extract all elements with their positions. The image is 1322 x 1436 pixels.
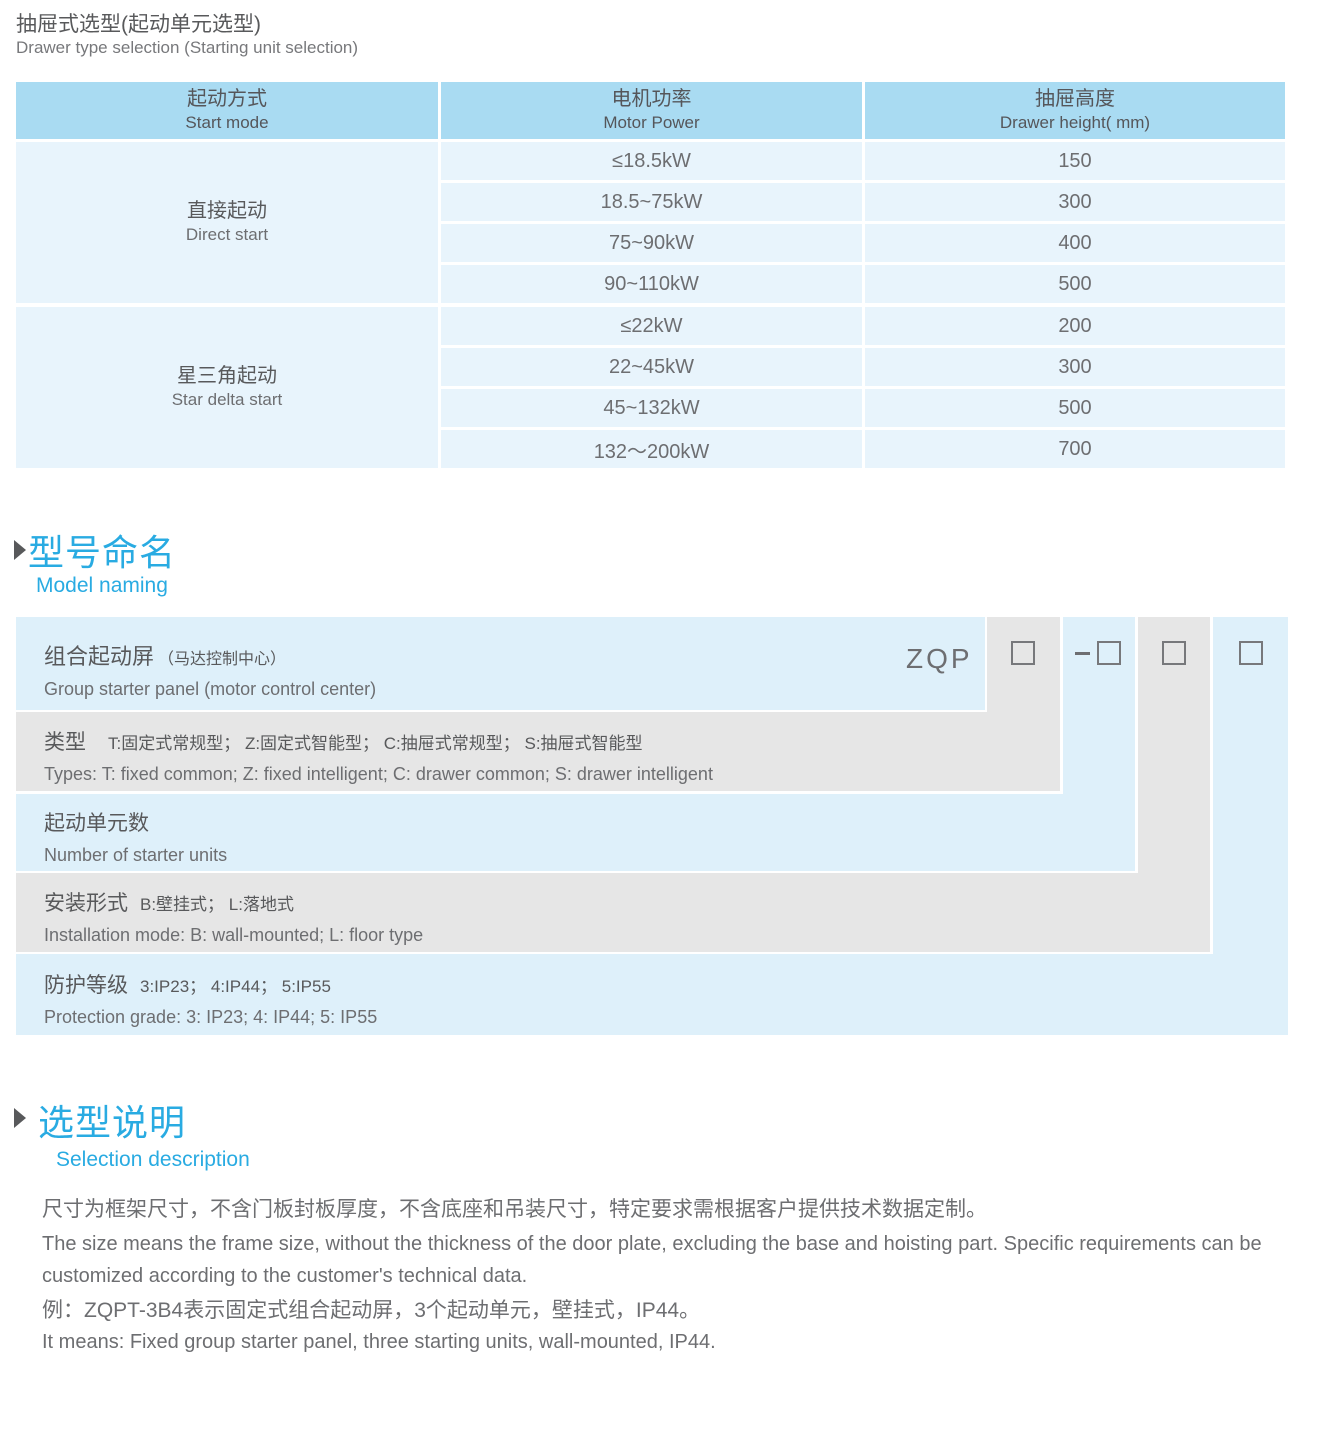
header-label-en: Start mode	[185, 113, 269, 133]
label-cn: 起动单元数	[44, 812, 149, 835]
table-header-row: 起动方式 Start mode 电机功率 Motor Power 抽屉高度 Dr…	[16, 82, 1285, 139]
table-cell-height: 400	[865, 224, 1285, 262]
label-cn: 防护等级	[44, 974, 128, 997]
table-header-start-mode: 起动方式 Start mode	[16, 82, 438, 139]
section-arrow-icon	[14, 1108, 26, 1128]
start-mode-cn: 星三角起动	[177, 365, 277, 388]
header-label-cn: 电机功率	[611, 88, 692, 111]
table-cell-power: ≤18.5kW	[441, 142, 862, 180]
table-cell-height: 300	[865, 183, 1285, 221]
table-header-drawer-height: 抽屉高度 Drawer height( mm)	[865, 82, 1285, 139]
table-cell-power: 22~45kW	[441, 348, 862, 386]
description-para2-en: It means: Fixed group starter panel, thr…	[42, 1331, 716, 1353]
table-cell-height: 150	[865, 142, 1285, 180]
merged-cell-start-mode: 直接起动 Direct start	[16, 142, 438, 303]
label-en: Types: T: fixed common; Z: fixed intelli…	[44, 764, 713, 784]
header-label-en: Drawer height( mm)	[999, 113, 1151, 133]
label-cn: 组合起动屏	[44, 644, 155, 669]
page-title-cn: 抽屉式选型(起动单元选型)	[16, 13, 261, 36]
section-heading-selection-en: Selection description	[56, 1148, 250, 1171]
label-en: Protection grade: 3: IP23; 4: IP44; 5: I…	[44, 1007, 378, 1027]
start-mode-en: Direct start	[185, 225, 269, 245]
diagram-row-units	[16, 794, 1135, 871]
label-cn-sub: B:壁挂式； L:落地式	[140, 895, 294, 914]
table-group-star-delta: 星三角起动 Star delta start ≤22kW 200 22~45kW…	[16, 307, 1285, 468]
selection-description: 尺寸为框架尺寸，不含门板封板厚度，不含底座和吊装尺寸，特定要求需根据客户提供技术…	[42, 1194, 1294, 1358]
label-cn: 类型	[44, 731, 86, 754]
model-code-box-type	[1011, 641, 1035, 665]
model-code-box-protection	[1239, 641, 1263, 665]
header-label-cn: 抽屉高度	[1035, 88, 1115, 111]
merged-cell-start-mode: 星三角起动 Star delta start	[16, 307, 438, 468]
table-cell-power: 75~90kW	[441, 224, 862, 262]
diagram-row-group-starter	[16, 617, 985, 710]
label-cn-sub: （马达控制中心）	[158, 651, 287, 668]
section-heading-model-naming-en: Model naming	[36, 574, 168, 597]
header-label-en: Motor Power	[603, 113, 700, 133]
description-para1-cn: 尺寸为框架尺寸，不含门板封板厚度，不含底座和吊装尺寸，特定要求需根据客户提供技术…	[42, 1198, 987, 1221]
diagram-row-protection	[16, 954, 1288, 1035]
label-en: Installation mode: B: wall-mounted; L: f…	[44, 925, 424, 945]
table-cell-power: 132～200kW	[441, 430, 862, 468]
table-cell-height: 700	[865, 430, 1285, 468]
table-cell-height: 500	[865, 265, 1285, 303]
dash-icon	[1075, 652, 1090, 655]
table-cell-height: 300	[865, 348, 1285, 386]
section-arrow-icon	[14, 540, 26, 560]
table-group-direct-start: 直接起动 Direct start ≤18.5kW 150 18.5~75kW …	[16, 142, 1285, 303]
diagram-row-type	[16, 712, 1060, 791]
section-heading-model-naming-cn: 型号命名	[28, 532, 177, 573]
model-code-box-installation	[1162, 641, 1186, 665]
description-para1-en: The size means the frame size, without t…	[42, 1233, 1262, 1287]
label-cn: 安装形式	[44, 892, 128, 915]
table-cell-power: 45~132kW	[441, 389, 862, 427]
start-mode-cn: 直接起动	[187, 200, 267, 223]
header-label-cn: 起动方式	[187, 88, 267, 111]
table-cell-power: 18.5~75kW	[441, 183, 862, 221]
diagram-label-units: 起动单元数 Number of starter units	[44, 807, 227, 866]
table-cell-power: ≤22kW	[441, 307, 862, 345]
diagram-row-installation	[16, 873, 1210, 952]
model-code-prefix: ZQP	[906, 643, 973, 674]
table-cell-height: 200	[865, 307, 1285, 345]
label-en: Number of starter units	[44, 845, 228, 865]
diagram-label-installation: 安装形式 B:壁挂式； L:落地式 Installation mode: B: w…	[44, 887, 423, 946]
start-mode-en: Star delta start	[171, 390, 283, 410]
label-en: Group starter panel (motor control cente…	[44, 679, 377, 699]
table-header-motor-power: 电机功率 Motor Power	[441, 82, 862, 139]
diagram-label-group-starter: 组合起动屏 （马达控制中心） Group starter panel (motor…	[44, 639, 376, 700]
diagram-label-type: 类型 T:固定式常规型； Z:固定式智能型； C:抽屉式常规型； S:抽屉式智能型…	[44, 726, 713, 785]
page-title-en: Drawer type selection (Starting unit sel…	[16, 38, 359, 57]
label-cn-sub: T:固定式常规型； Z:固定式智能型； C:抽屉式常规型； S:抽屉式智能型	[108, 734, 643, 753]
table-cell-power: 90~110kW	[441, 265, 862, 303]
model-naming-diagram: ZQP 组合起动屏 （马达控制中心） Group starter panel (m…	[0, 617, 1322, 1035]
section-heading-selection-cn: 选型说明	[38, 1102, 187, 1143]
drawer-selection-table: 起动方式 Start mode 电机功率 Motor Power 抽屉高度 Dr…	[16, 82, 1285, 468]
model-code-box-units	[1097, 641, 1121, 665]
description-para2-cn: 例：ZQPT-3B4表示固定式组合起动屏，3个起动单元，壁挂式，IP44。	[42, 1299, 701, 1322]
table-cell-height: 500	[865, 389, 1285, 427]
diagram-label-protection: 防护等级 3:IP23； 4:IP44； 5:IP55 Protection gr…	[44, 969, 377, 1028]
label-cn-sub: 3:IP23； 4:IP44； 5:IP55	[140, 977, 331, 996]
